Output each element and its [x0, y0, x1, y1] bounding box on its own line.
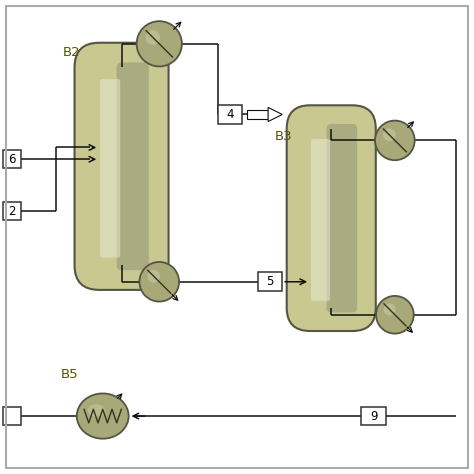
- FancyBboxPatch shape: [74, 43, 169, 290]
- FancyBboxPatch shape: [3, 150, 21, 168]
- Circle shape: [139, 262, 179, 301]
- Text: 6: 6: [8, 153, 16, 166]
- FancyBboxPatch shape: [3, 202, 21, 220]
- FancyBboxPatch shape: [117, 63, 149, 270]
- Circle shape: [383, 128, 396, 141]
- Text: 5: 5: [266, 275, 273, 288]
- FancyBboxPatch shape: [361, 407, 386, 426]
- Circle shape: [376, 296, 414, 334]
- Circle shape: [147, 270, 160, 283]
- Polygon shape: [268, 108, 282, 121]
- FancyBboxPatch shape: [3, 407, 21, 425]
- FancyBboxPatch shape: [311, 139, 330, 301]
- FancyBboxPatch shape: [100, 79, 120, 257]
- Circle shape: [137, 21, 182, 66]
- Circle shape: [383, 303, 396, 316]
- FancyBboxPatch shape: [327, 124, 357, 312]
- FancyBboxPatch shape: [258, 273, 282, 291]
- Text: B5: B5: [60, 368, 78, 382]
- Text: B3: B3: [275, 130, 292, 144]
- Ellipse shape: [88, 404, 105, 417]
- Circle shape: [375, 120, 415, 160]
- Text: 2: 2: [8, 205, 16, 218]
- Text: 4: 4: [226, 108, 234, 121]
- Text: 9: 9: [370, 410, 377, 422]
- Ellipse shape: [77, 393, 128, 438]
- FancyBboxPatch shape: [218, 105, 242, 124]
- Bar: [247, 110, 268, 118]
- FancyBboxPatch shape: [287, 105, 376, 331]
- Circle shape: [146, 30, 160, 45]
- Text: B2: B2: [63, 46, 80, 59]
